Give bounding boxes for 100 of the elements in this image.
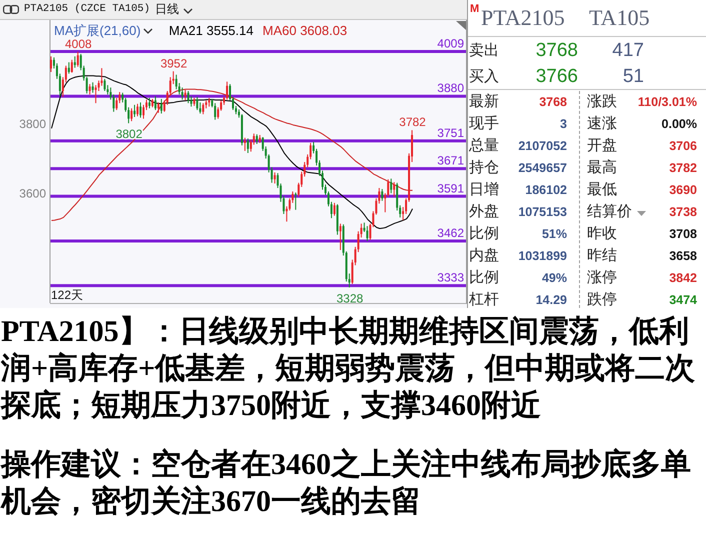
text: 51: [622, 65, 644, 89]
y-tick-label: 3600: [19, 186, 46, 200]
y-tick-label: 3800: [19, 117, 46, 132]
text: 1031899: [518, 248, 567, 265]
text: 开盘: [587, 136, 617, 156]
text: 内盘: [469, 246, 499, 266]
candlestick: [333, 202, 336, 216]
candlestick: [140, 102, 142, 118]
candlestick: [76, 51, 79, 68]
text: 最高: [587, 158, 617, 178]
text: 涨停: [587, 268, 617, 288]
text: MA60 3608.03: [262, 23, 348, 38]
ref-line-label: 3880: [437, 81, 464, 96]
candlestick: [187, 90, 190, 104]
candlestick: [202, 102, 204, 115]
text: 最新: [469, 92, 499, 112]
ref-line-label: 3462: [437, 226, 464, 240]
text: 3706: [669, 138, 697, 155]
text: 3708: [669, 226, 697, 243]
text: 昨收: [587, 224, 617, 244]
text: 最低: [587, 180, 617, 200]
text: 操作建议：空仓者在3460之上关注中线布局抄底多单机会，密切关注3670一线的去留: [1, 448, 691, 518]
candlestick: [148, 97, 150, 109]
candlestick: [381, 188, 384, 202]
text: 总量: [469, 136, 499, 156]
candlestick: [244, 137, 246, 152]
candlestick: [274, 172, 276, 184]
text: 1075153: [518, 204, 567, 221]
annotation: 3782: [399, 115, 426, 130]
text: 51%: [542, 226, 567, 243]
ref-line-label: 3751: [437, 126, 464, 140]
annotation: 3328: [336, 291, 364, 306]
text: MA21 3555.14: [168, 23, 254, 38]
text: 3842: [669, 270, 697, 287]
candlestick: [339, 223, 342, 250]
candlestick: [157, 102, 160, 114]
ref-line-label: 3333: [437, 270, 464, 285]
text: 2107052: [518, 138, 567, 155]
text: 14.29: [536, 292, 567, 309]
chart-subtitle: 日线: [155, 1, 179, 17]
text: 3658: [669, 248, 697, 265]
text: 417: [612, 39, 644, 63]
text: 3782: [669, 160, 697, 177]
text: 110/3.01%: [638, 94, 697, 111]
candlestick: [136, 103, 139, 117]
text: 比例: [469, 224, 499, 244]
ref-line-label: 3591: [437, 181, 464, 196]
text: 3766: [536, 65, 578, 89]
candlestick: [246, 138, 249, 154]
text: 持仓: [469, 158, 499, 178]
text: 3: [560, 116, 567, 133]
text: 外盘: [469, 202, 499, 222]
text: PTA2105】：日线级别中长期期维持区间震荡，低利润+高库存+低基差，短期弱势震荡，但中期或将二次探底；短期压力3750附近，支撑3460附近: [1, 315, 696, 422]
candlestick: [68, 62, 70, 74]
text: 3768: [536, 39, 578, 63]
candlestick: [256, 134, 258, 145]
text: 3474: [669, 292, 697, 309]
text: 3768: [539, 94, 567, 111]
text: 现手: [469, 114, 499, 134]
text: 比例: [469, 268, 499, 288]
text: TA105: [589, 5, 650, 31]
text: 涨跌: [587, 92, 617, 112]
candlestick: [214, 102, 216, 120]
annotation: 4008: [64, 36, 92, 51]
ref-line-label: 3671: [437, 154, 464, 168]
text: 结算价: [587, 202, 632, 222]
candlestick: [92, 82, 94, 94]
text: 0.00%: [662, 116, 697, 133]
text: 跌停: [587, 290, 617, 310]
annotation: 122天: [51, 288, 84, 302]
text: 速涨: [587, 114, 617, 134]
text: 186102: [525, 182, 567, 199]
candlestick: [366, 226, 368, 242]
candlestick: [94, 84, 97, 104]
candlestick: [390, 178, 392, 194]
annotation: 3952: [160, 56, 188, 70]
candlestick: [181, 87, 184, 100]
text: 2549657: [518, 160, 567, 177]
text: 49%: [542, 270, 567, 287]
candlestick: [154, 96, 156, 111]
candlestick: [74, 56, 76, 68]
text: 3690: [669, 182, 697, 199]
candlestick: [130, 108, 133, 122]
text: 买入: [469, 67, 499, 87]
text: 杠杆: [469, 290, 499, 310]
text: 3738: [669, 204, 697, 221]
candlestick: [50, 56, 52, 72]
text: 昨结: [587, 246, 617, 266]
text: 日增: [469, 180, 499, 200]
candlestick: [70, 59, 73, 74]
candlestick: [88, 84, 91, 95]
legend-title: MA扩展(21,60): [54, 23, 141, 38]
text: M: [470, 3, 480, 15]
ref-line-label: 4009: [437, 36, 464, 51]
text: 卖出: [469, 41, 499, 61]
chart-title: PTA2105 (CZCE TA105): [24, 2, 150, 17]
candlestick: [184, 89, 186, 101]
candlestick: [393, 182, 396, 198]
candlestick: [294, 192, 297, 210]
candlestick: [104, 78, 106, 92]
